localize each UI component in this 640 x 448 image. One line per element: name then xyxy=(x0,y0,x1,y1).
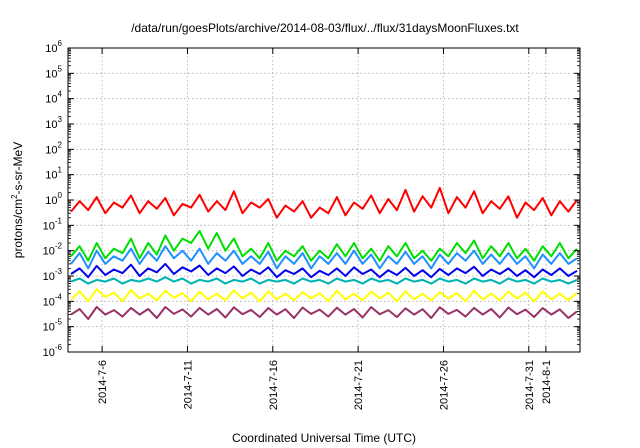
series-layer xyxy=(70,186,578,320)
y-tick-exponent: 3 xyxy=(58,115,63,124)
y-tick-exponent: -2 xyxy=(55,242,63,251)
x-tick-label: 2014-7-26 xyxy=(438,360,450,410)
y-axis: 10-610-510-410-310-210-11001011021031041… xyxy=(43,39,580,359)
y-tick-exponent: 0 xyxy=(58,191,63,200)
y-axis-label-post: -s-sr-MeV xyxy=(11,142,25,195)
y-tick-label: 10-4 xyxy=(43,292,63,308)
y-axis-label-sup: 2 xyxy=(10,194,19,199)
series-line-6 xyxy=(70,288,578,303)
y-tick-label: 101 xyxy=(45,166,62,182)
y-tick-exponent: -5 xyxy=(55,318,63,327)
y-tick-label: 10-6 xyxy=(43,343,63,359)
y-tick-base: 10 xyxy=(45,68,57,80)
chart-title: /data/run/goesPlots/archive/2014-08-03/f… xyxy=(131,21,519,35)
x-tick-label: 2014-7-16 xyxy=(268,360,280,410)
x-tick-label: 2014-7-31 xyxy=(524,360,536,410)
y-tick-exponent: 6 xyxy=(58,39,63,48)
x-tick-label: 2014-7-21 xyxy=(353,360,365,410)
y-tick-label: 103 xyxy=(45,115,62,131)
y-axis-label: protons/cm2-s-sr-MeV xyxy=(10,142,25,258)
y-tick-exponent: -4 xyxy=(55,292,63,301)
y-tick-exponent: -1 xyxy=(55,216,63,225)
x-axis-label: Coordinated Universal Time (UTC) xyxy=(232,431,416,445)
y-tick-exponent: 4 xyxy=(58,90,63,99)
y-tick-label: 10-1 xyxy=(43,216,63,232)
y-tick-base: 10 xyxy=(43,220,55,232)
series-line-7 xyxy=(70,306,578,320)
y-tick-base: 10 xyxy=(45,170,57,182)
y-tick-label: 102 xyxy=(45,140,62,156)
y-tick-exponent: -6 xyxy=(55,343,63,352)
series-line-1 xyxy=(70,186,578,219)
y-tick-base: 10 xyxy=(43,246,55,258)
y-tick-base: 10 xyxy=(43,296,55,308)
y-tick-label: 10-3 xyxy=(43,267,63,283)
x-tick-label: 2014-7-11 xyxy=(182,360,194,409)
series-line-5 xyxy=(70,276,578,285)
y-tick-label: 10-2 xyxy=(43,242,63,258)
y-tick-exponent: 5 xyxy=(58,64,63,73)
x-tick-label: 2014-7-6 xyxy=(97,360,109,404)
y-tick-exponent: 1 xyxy=(58,166,63,175)
y-tick-exponent: 2 xyxy=(58,140,63,149)
y-tick-base: 10 xyxy=(45,144,57,156)
series-line-4 xyxy=(70,262,578,279)
y-tick-label: 104 xyxy=(45,90,62,106)
y-axis-label-pre: protons/cm xyxy=(11,199,25,258)
series-line-2 xyxy=(70,230,578,262)
x-tick-label: 2014-8-1 xyxy=(541,360,553,404)
grid-lines xyxy=(68,48,580,352)
y-tick-label: 100 xyxy=(45,191,62,207)
y-tick-base: 10 xyxy=(45,94,57,106)
y-tick-base: 10 xyxy=(45,195,57,207)
y-tick-label: 10-5 xyxy=(43,318,63,334)
x-axis: 2014-7-6 2014-7-11 2014-7-16 2014-7-21 2014-… xyxy=(97,48,553,410)
y-tick-exponent: -3 xyxy=(55,267,63,276)
y-tick-base: 10 xyxy=(43,271,55,283)
y-tick-base: 10 xyxy=(43,322,55,334)
y-tick-label: 106 xyxy=(45,39,62,55)
series-line-3 xyxy=(70,245,578,270)
y-tick-base: 10 xyxy=(43,347,55,359)
y-tick-base: 10 xyxy=(45,119,57,131)
y-tick-base: 10 xyxy=(45,43,57,55)
y-tick-label: 105 xyxy=(45,64,62,80)
